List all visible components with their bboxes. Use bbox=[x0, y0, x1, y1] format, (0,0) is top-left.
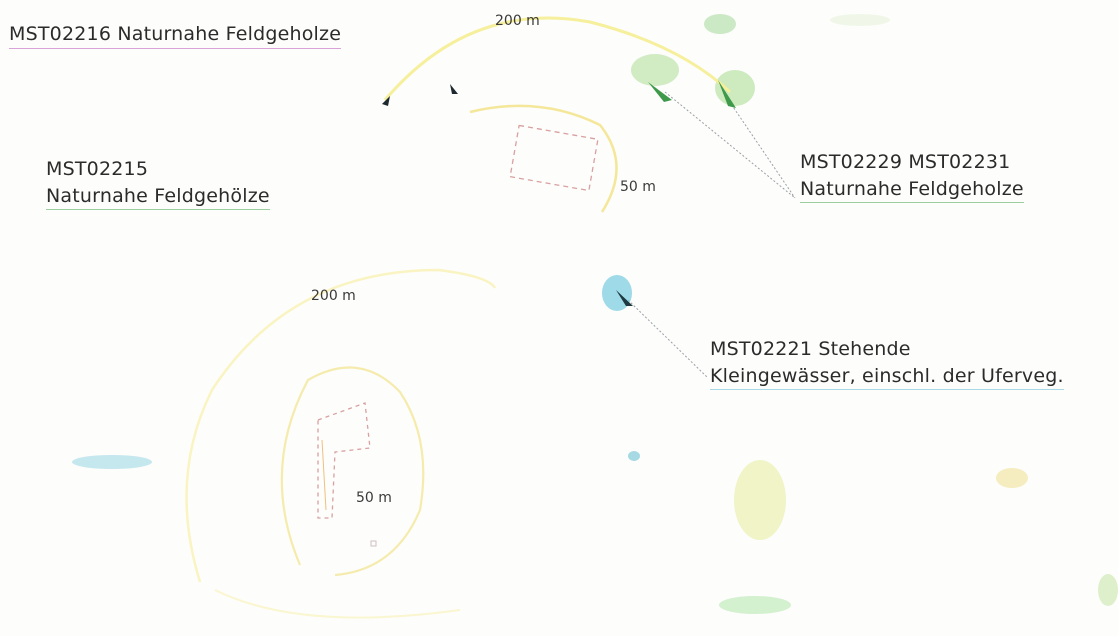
parcel-upper bbox=[509, 124, 599, 192]
label-mst02221-type: Kleingewässer, einschl. der Uferveg. bbox=[710, 363, 1064, 391]
feldgehoelze-marker bbox=[450, 84, 458, 94]
water-patch bbox=[628, 451, 640, 461]
survey-point bbox=[370, 540, 377, 547]
label-mst02216-text: MST02216 Naturnahe Feldgeholze bbox=[9, 21, 342, 49]
vegetation-patch bbox=[734, 460, 786, 540]
feldgehoelze-marker bbox=[382, 96, 390, 106]
vegetation-patch bbox=[996, 468, 1028, 488]
vegetation-patch bbox=[1098, 574, 1118, 606]
distance-label-200m-lower: 200 m bbox=[311, 288, 356, 304]
label-mst02215-id: MST02215 bbox=[46, 158, 149, 180]
vegetation-patch bbox=[715, 70, 755, 106]
vegetation-patch bbox=[719, 596, 791, 614]
buffer-50m-upper bbox=[469, 104, 618, 213]
water-patch bbox=[72, 455, 152, 469]
distance-label-50m-upper: 50 m bbox=[620, 179, 656, 195]
water-marker bbox=[616, 290, 633, 306]
label-mst02229-mst02231: MST02229 MST02231 Naturnahe Feldgeholze bbox=[800, 149, 1024, 204]
buffer-200m-lower-bottom bbox=[214, 589, 461, 619]
buffer-200m-lower bbox=[185, 268, 497, 583]
label-mst02221-id: MST02221 Stehende bbox=[710, 338, 911, 360]
vegetation-patch bbox=[631, 54, 679, 86]
distance-label-200m-upper: 200 m bbox=[495, 13, 540, 29]
label-mst02215: MST02215 Naturnahe Feldgehölze bbox=[46, 156, 270, 211]
label-mst02229-type: Naturnahe Feldgeholze bbox=[800, 176, 1024, 204]
parcel-lower-inner bbox=[321, 439, 327, 511]
label-mst02216: MST02216 Naturnahe Feldgeholze bbox=[9, 21, 342, 49]
leader-line-mst02221 bbox=[627, 299, 709, 379]
buffer-50m-lower bbox=[280, 366, 425, 577]
vegetation-patch bbox=[704, 14, 736, 34]
vegetation-patch bbox=[830, 14, 890, 26]
buffer-200m-upper bbox=[383, 16, 732, 101]
feldgehoelze-marker bbox=[718, 80, 736, 108]
distance-label-50m-lower: 50 m bbox=[356, 490, 392, 506]
leader-line-mst02229 bbox=[664, 91, 796, 199]
label-mst02215-type: Naturnahe Feldgehölze bbox=[46, 183, 270, 211]
parcel-lower bbox=[317, 402, 371, 519]
feldgehoelze-marker bbox=[648, 82, 672, 102]
label-mst02221: MST02221 Stehende Kleingewässer, einschl… bbox=[710, 336, 1064, 391]
label-mst02229-ids: MST02229 MST02231 bbox=[800, 151, 1011, 173]
